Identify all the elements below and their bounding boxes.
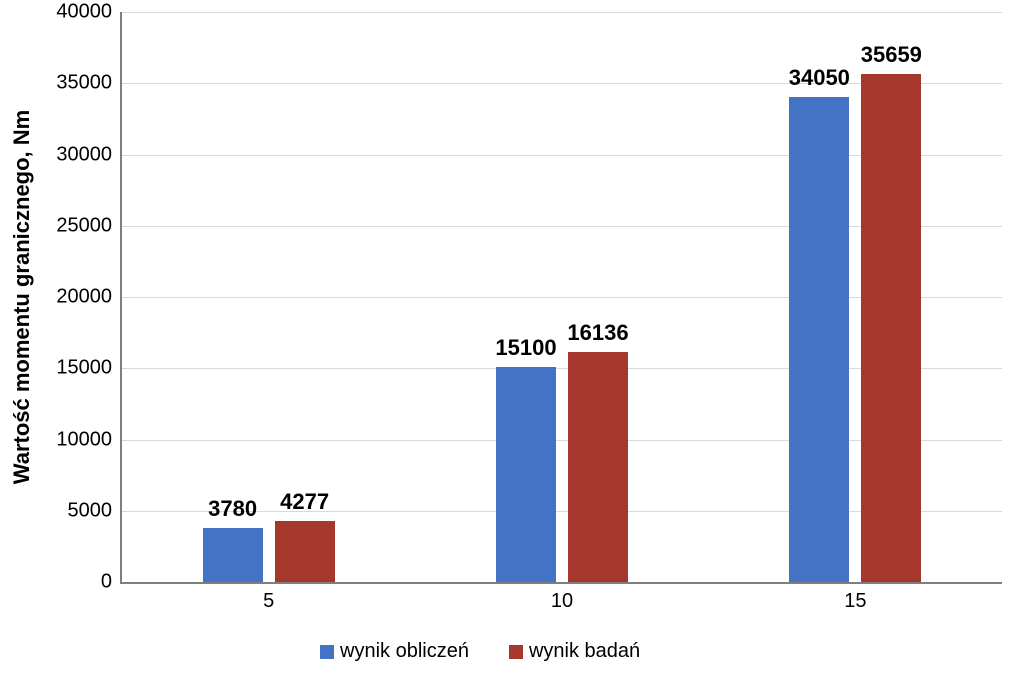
bar bbox=[568, 352, 628, 582]
legend-swatch bbox=[320, 645, 334, 659]
y-tick-label: 0 bbox=[101, 571, 122, 594]
bar bbox=[789, 97, 849, 582]
legend-label: wynik obliczeń bbox=[340, 640, 469, 663]
y-tick-label: 5000 bbox=[68, 499, 123, 522]
x-tick-label: 15 bbox=[844, 582, 866, 613]
bar-value-label: 3780 bbox=[208, 496, 257, 522]
legend: wynik obliczeń wynik badań bbox=[320, 640, 640, 663]
bar bbox=[275, 521, 335, 582]
gridline bbox=[122, 12, 1002, 13]
bar bbox=[861, 74, 921, 582]
x-tick-label: 5 bbox=[263, 582, 274, 613]
bar-value-label: 4277 bbox=[280, 489, 329, 515]
plot-area: 0500010000150002000025000300003500040000… bbox=[120, 12, 1002, 584]
y-tick-label: 30000 bbox=[56, 143, 122, 166]
legend-swatch bbox=[509, 645, 523, 659]
y-tick-label: 20000 bbox=[56, 286, 122, 309]
bar bbox=[496, 367, 556, 582]
legend-item: wynik obliczeń bbox=[320, 640, 469, 663]
y-tick-label: 25000 bbox=[56, 214, 122, 237]
bar-value-label: 34050 bbox=[789, 65, 850, 91]
legend-label: wynik badań bbox=[529, 640, 640, 663]
bar-value-label: 15100 bbox=[495, 335, 556, 361]
y-tick-label: 15000 bbox=[56, 357, 122, 380]
y-tick-label: 40000 bbox=[56, 1, 122, 24]
chart-container: Wartość momentu granicznego, Nm 05000100… bbox=[0, 0, 1024, 682]
y-tick-label: 10000 bbox=[56, 428, 122, 451]
bar-value-label: 35659 bbox=[861, 42, 922, 68]
legend-item: wynik badań bbox=[509, 640, 640, 663]
bar bbox=[203, 528, 263, 582]
y-tick-label: 35000 bbox=[56, 72, 122, 95]
x-tick-label: 10 bbox=[551, 582, 573, 613]
bar-value-label: 16136 bbox=[567, 320, 628, 346]
y-axis-label: Wartość momentu granicznego, Nm bbox=[9, 110, 35, 484]
